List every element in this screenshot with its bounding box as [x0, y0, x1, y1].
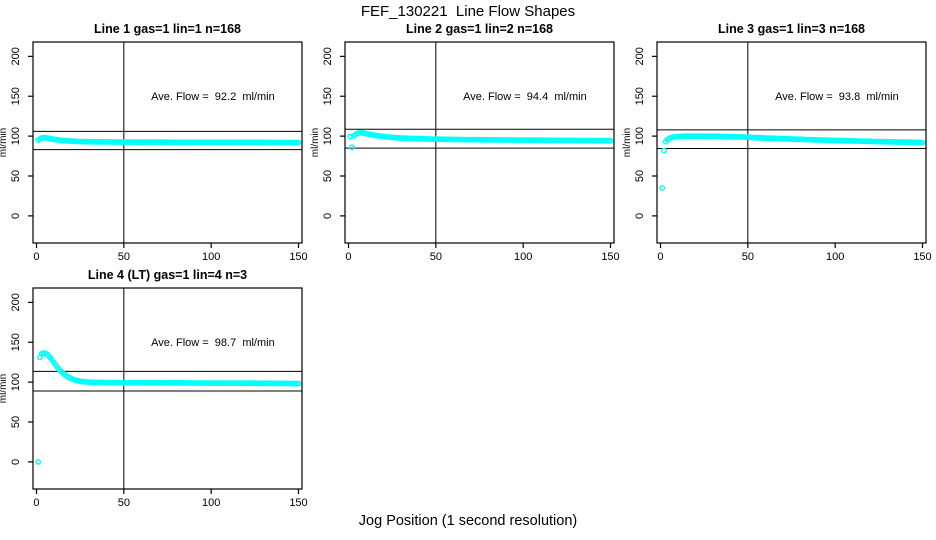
y-tick-label: 200 — [10, 47, 22, 65]
y-tick-label: 0 — [10, 459, 22, 465]
panel-line-4: 0 50 100 150 0 50 100 150 200 ml/min Line 4 (LT) g… — [0, 268, 308, 509]
panel-line-1: 0 50 100 150 0 50 100 150 200 ml/min Line 1 gas=1 … — [0, 22, 308, 263]
data-point — [349, 144, 355, 151]
data-point — [35, 458, 42, 465]
data-point — [295, 139, 302, 146]
x-tick-label: 150 — [601, 251, 619, 263]
data-points — [35, 134, 302, 146]
y-tick-label: 50 — [10, 416, 22, 428]
avg-flow-annotation: Ave. Flow = 92.2 ml/min — [151, 91, 275, 103]
y-tick-label: 50 — [322, 170, 334, 182]
y-tick-label: 150 — [10, 333, 22, 351]
plot-frame — [344, 41, 615, 244]
y-tick-label: 200 — [10, 293, 22, 311]
x-tick-label: 0 — [33, 251, 39, 263]
data-points — [659, 133, 926, 191]
data-point — [659, 185, 666, 191]
x-tick-label: 150 — [289, 497, 307, 509]
x-tick-label: 100 — [202, 497, 220, 509]
panel-title: Line 2 gas=1 lin=2 n=168 — [406, 22, 553, 36]
x-tick-label: 150 — [913, 251, 931, 263]
data-point — [295, 380, 302, 387]
y-tick-label: 0 — [322, 213, 334, 219]
avg-flow-annotation: Ave. Flow = 94.4 ml/min — [463, 91, 587, 103]
y-tick-label: 100 — [10, 373, 22, 391]
y-axis-label: ml/min — [0, 374, 9, 403]
x-tick-label: 100 — [202, 251, 220, 263]
y-tick-label: 50 — [634, 170, 646, 182]
x-tick-label: 0 — [345, 251, 351, 263]
data-points — [347, 129, 614, 151]
x-tick-label: 50 — [118, 497, 130, 509]
y-tick-label: 100 — [10, 127, 22, 145]
panel-line-3: 0 50 100 150 0 50 100 150 200 ml/min Line 3 gas=1 … — [622, 22, 932, 263]
panel-title: Line 4 (LT) gas=1 lin=4 n=3 — [88, 268, 247, 282]
plot-frame — [32, 287, 303, 490]
data-point — [661, 147, 667, 154]
y-tick-label: 0 — [10, 213, 22, 219]
y-tick-label: 100 — [634, 127, 646, 145]
y-axis-label: ml/min — [622, 128, 633, 157]
y-tick-label: 100 — [322, 127, 334, 145]
data-points — [35, 350, 302, 465]
figure-title: FEF_130221 Line Flow Shapes — [360, 3, 576, 20]
x-tick-label: 50 — [430, 251, 442, 263]
avg-flow-annotation: Ave. Flow = 93.8 ml/min — [775, 91, 899, 103]
y-tick-label: 0 — [634, 213, 646, 219]
x-tick-label: 50 — [742, 251, 754, 263]
data-point — [347, 133, 354, 140]
y-tick-label: 150 — [634, 87, 646, 105]
x-tick-label: 100 — [826, 251, 844, 263]
y-tick-label: 200 — [634, 47, 646, 65]
plot-frame — [32, 41, 303, 244]
x-tick-label: 0 — [657, 251, 663, 263]
panel-line-2: 0 50 100 150 0 50 100 150 200 ml/min Line 2 gas=1 … — [310, 22, 620, 263]
data-point — [919, 139, 926, 146]
y-tick-label: 50 — [10, 170, 22, 182]
y-tick-label: 150 — [322, 87, 334, 105]
x-tick-label: 150 — [289, 251, 307, 263]
plot-frame — [656, 41, 927, 244]
y-tick-label: 150 — [10, 87, 22, 105]
figure-xlabel: Jog Position (1 second resolution) — [358, 513, 578, 529]
panel-title: Line 3 gas=1 lin=3 n=168 — [718, 22, 865, 36]
avg-flow-annotation: Ave. Flow = 98.7 ml/min — [151, 337, 275, 349]
x-tick-label: 50 — [118, 251, 130, 263]
y-axis-label: ml/min — [310, 128, 321, 157]
data-point — [607, 137, 614, 144]
y-tick-label: 200 — [322, 47, 334, 65]
x-tick-label: 100 — [514, 251, 532, 263]
x-tick-label: 0 — [33, 497, 39, 509]
y-axis-label: ml/min — [0, 128, 9, 157]
panel-title: Line 1 gas=1 lin=1 n=168 — [94, 22, 241, 36]
